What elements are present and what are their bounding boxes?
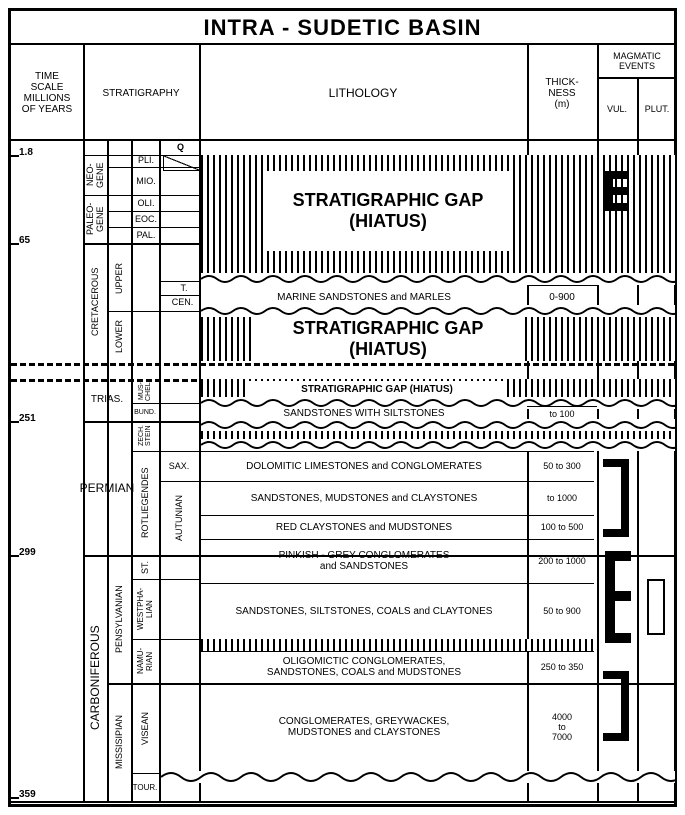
period-neogene: NEO- GENE (85, 155, 105, 195)
age-65: 65 (19, 235, 30, 246)
lith-gap3: STRATIGRAPHIC GAP (HIATUS) (247, 381, 507, 397)
vul-glyph-4a (621, 671, 629, 741)
st-westph: WESTPHA- LIAN (133, 579, 157, 639)
lith-redclay: RED CLAYSTONES and MUDSTONES (201, 517, 527, 537)
wavy-bottom (161, 771, 675, 783)
lith-pinkish: PINKISH - GREY CONGLOMERATES and SANDSTO… (201, 541, 527, 581)
st-autunian: AUTUNIAN (161, 481, 197, 555)
sub-upper: UPPER (109, 243, 129, 313)
period-carboniferous: CARBONIFEROUS (85, 555, 105, 801)
lith-sandmud: SANDSTONES, MUDSTONES and CLAYSTONES (201, 483, 527, 513)
sub-lower: LOWER (109, 311, 129, 361)
wavy-5 (201, 439, 675, 451)
hatch-band-2 (201, 639, 597, 651)
st-visean: VISEAN (133, 683, 157, 773)
thick-sandmud: to 1000 (527, 483, 597, 513)
hdr-plut: PLUT. (637, 77, 677, 141)
st-sax: SAX. (161, 451, 197, 481)
st-tour: TOUR. (131, 773, 159, 801)
lith-sandcoal: SANDSTONES, SILTSTONES, COALS and CLAYTO… (201, 585, 527, 637)
thick-sandcoal: 50 to 900 (527, 585, 597, 637)
sub-muschel: MUS- CHEL. (133, 379, 157, 403)
age-1.8: 1.8 (19, 147, 33, 158)
sub-zech: ZECH. STEIN (133, 421, 157, 451)
thick-conglo: 4000 to 7000 (527, 687, 597, 767)
st-oli: OLI. (133, 195, 159, 211)
vul-glyph-3b (605, 551, 631, 561)
period-paleogene: PALEO- GENE (85, 195, 105, 243)
thick-redclay: 100 to 500 (527, 517, 597, 537)
hdr-time: TIME SCALE MILLIONS OF YEARS (11, 45, 83, 141)
hdr-lith: LITHOLOGY (199, 45, 527, 141)
sub-missi: MISSISIPIAN (109, 683, 129, 801)
st-pli: PLI. (133, 155, 159, 165)
st-pal: PAL. (133, 227, 159, 243)
main-title: INTRA - SUDETIC BASIN (11, 11, 674, 45)
st-st: ST. (133, 555, 157, 579)
wavy-1 (201, 273, 675, 285)
period-trias: TRIAS. (83, 379, 131, 419)
vul-glyph-2b (603, 459, 629, 467)
thick-dolo: 50 to 300 (527, 453, 597, 479)
header-row: TIME SCALE MILLIONS OF YEARS STRATIGRAPH… (11, 45, 674, 141)
sub-rotl: ROTLIEGENDES (133, 451, 157, 555)
hdr-vul: VUL. (597, 77, 637, 141)
vul-glyph-4b (603, 671, 629, 679)
hdr-strat: STRATIGRAPHY (83, 45, 199, 141)
lith-gap1: STRATIGRAPHIC GAP (HIATUS) (263, 171, 513, 251)
quaternary-q: Q (177, 142, 184, 152)
vul-glyph-1d (605, 203, 627, 211)
hdr-mag: MAGMATIC EVENTS (597, 45, 677, 77)
sub-pensyl: PENSYLVANIAN (109, 555, 129, 683)
plut-glyph (647, 579, 665, 635)
thick-oligo: 250 to 350 (527, 653, 597, 681)
stratigraphic-table: INTRA - SUDETIC BASIN TIME SCALE MILLION… (8, 8, 677, 807)
st-t: T. (169, 282, 199, 294)
age-251: 251 (19, 413, 36, 424)
lith-dolo: DOLOMITIC LIMESTONES and CONGLOMERATES (201, 453, 527, 479)
body: 1.8 65 251 299 359 NEO- GENE PALEO- GENE… (11, 141, 674, 803)
vul-glyph-2a (621, 459, 629, 537)
sub-bund: BUND. (131, 403, 159, 421)
vul-glyph-1c (605, 187, 627, 195)
vul-glyph-4c (603, 733, 629, 741)
vul-glyph-3c (605, 591, 631, 601)
st-eoc: EOC. (133, 211, 159, 227)
wavy-2 (201, 305, 675, 317)
thick-pinkish: 200 to 1000 (527, 541, 597, 581)
lith-conglo: CONGLOMERATES, GREYWACKES, MUDSTONES and… (201, 687, 527, 767)
lith-gap2: STRATIGRAPHIC GAP (HIATUS) (253, 317, 523, 361)
vul-glyph-1b (605, 171, 627, 179)
st-namur: NAMU- RIAN (133, 639, 157, 683)
period-cretaceous: CRETACEROUS (85, 243, 105, 361)
age-299: 299 (19, 547, 36, 558)
hdr-thick: THICK- NESS (m) (527, 45, 597, 141)
st-mio: MIO. (133, 167, 159, 195)
vul-glyph-3d (605, 633, 631, 643)
period-permian: PERMIAN (83, 421, 131, 555)
lith-oligo: OLIGOMICTIC CONGLOMERATES, SANDSTONES, C… (201, 653, 527, 681)
wavy-4 (201, 419, 675, 431)
st-cen: CEN. (166, 296, 199, 308)
vul-glyph-2c (603, 529, 629, 537)
age-359: 359 (19, 789, 36, 800)
